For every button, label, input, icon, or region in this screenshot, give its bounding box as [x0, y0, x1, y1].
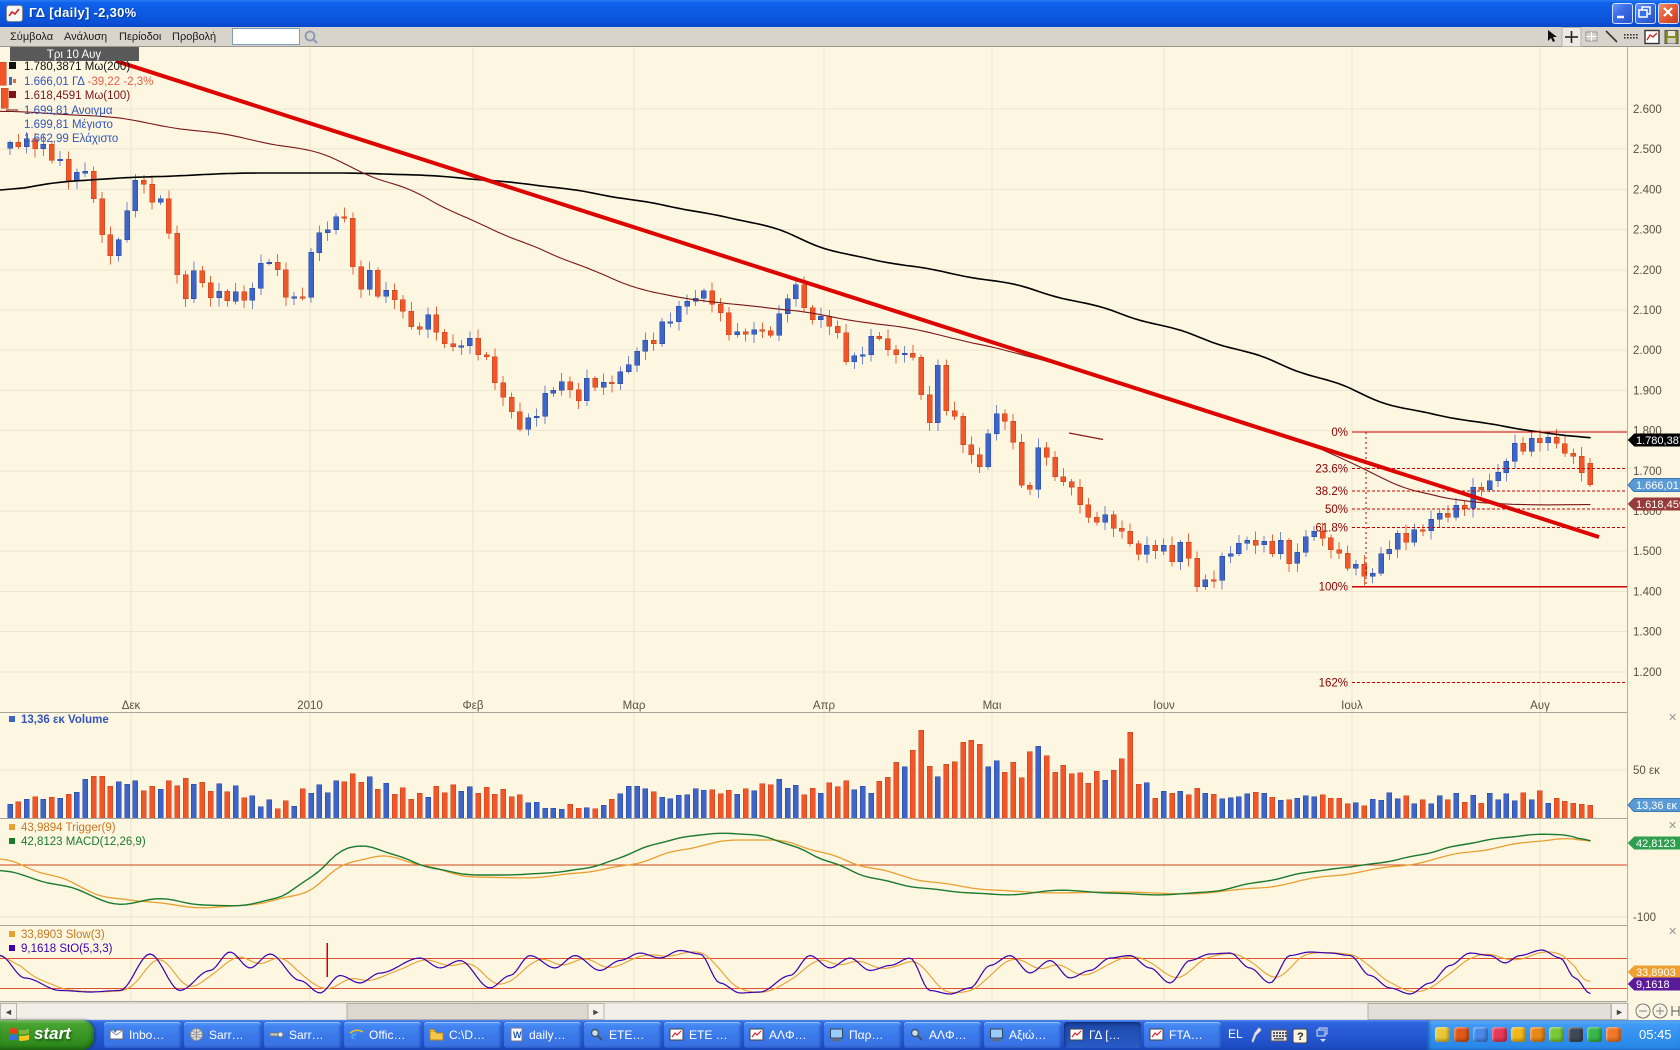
svg-text:►: ► — [592, 1007, 601, 1017]
svg-text:1.500: 1.500 — [1633, 546, 1662, 558]
svg-text:61.8%: 61.8% — [1315, 523, 1348, 535]
svg-text:2.200: 2.200 — [1633, 265, 1662, 277]
svg-text:-100: -100 — [1633, 912, 1656, 924]
svg-text:2.300: 2.300 — [1633, 225, 1662, 237]
svg-text:►: ► — [1615, 1007, 1624, 1017]
svg-text:✕: ✕ — [1668, 820, 1677, 832]
svg-text:1.200: 1.200 — [1633, 667, 1662, 679]
svg-text:33,8903: 33,8903 — [1636, 967, 1676, 979]
svg-text:1.618,459: 1.618,459 — [1636, 499, 1680, 511]
svg-text:✕: ✕ — [1668, 712, 1677, 724]
svg-text:1.900: 1.900 — [1633, 385, 1662, 397]
svg-text:2.600: 2.600 — [1633, 104, 1662, 116]
svg-text:43,9894 Trigger(9): 43,9894 Trigger(9) — [21, 822, 116, 834]
svg-text:50%: 50% — [1325, 504, 1348, 516]
svg-text:38.2%: 38.2% — [1315, 486, 1348, 498]
svg-text:Ιουν: Ιουν — [1153, 700, 1175, 712]
svg-text:1.300: 1.300 — [1633, 627, 1662, 639]
svg-text:1.780,3871 Μω(200): 1.780,3871 Μω(200) — [24, 61, 130, 73]
svg-text:Μαρ: Μαρ — [623, 700, 646, 712]
svg-text:162%: 162% — [1319, 678, 1348, 690]
svg-text:?: ? — [1297, 1031, 1304, 1043]
svg-text:1.700: 1.700 — [1633, 466, 1662, 478]
svg-text:Τρι 10 Αυγ: Τρι 10 Αυγ — [47, 49, 102, 61]
svg-text:23.6%: 23.6% — [1315, 463, 1348, 475]
svg-text:W: W — [513, 1030, 522, 1040]
svg-text:Μαι: Μαι — [983, 700, 1002, 712]
svg-text:Αυγ: Αυγ — [1530, 700, 1550, 712]
svg-text:2.400: 2.400 — [1633, 184, 1662, 196]
svg-text:33,8903 Slow(3): 33,8903 Slow(3) — [21, 929, 105, 941]
svg-text:9,1618 StO(5,3,3): 9,1618 StO(5,3,3) — [21, 943, 113, 955]
svg-text:42,8123 MACD(12,26,9): 42,8123 MACD(12,26,9) — [21, 836, 146, 848]
svg-text:✕: ✕ — [1668, 926, 1677, 938]
svg-text:1.780,387: 1.780,387 — [1636, 435, 1680, 447]
svg-text:9,1618: 9,1618 — [1636, 979, 1670, 991]
svg-text:Δεκ: Δεκ — [122, 700, 141, 712]
svg-text:1.666,01: 1.666,01 — [1636, 480, 1679, 492]
svg-text:13,36 εκ: 13,36 εκ — [1636, 800, 1677, 812]
svg-text:1.666,01 ΓΔ -39,22 -2,3%: 1.666,01 ΓΔ -39,22 -2,3% — [24, 76, 153, 88]
svg-text:1.618,4591 Μω(100): 1.618,4591 Μω(100) — [24, 90, 130, 102]
svg-text:1.662,99 Ελάχιστο: 1.662,99 Ελάχιστο — [24, 133, 118, 145]
svg-text:2.500: 2.500 — [1633, 144, 1662, 156]
svg-text:1.400: 1.400 — [1633, 586, 1662, 598]
svg-text:1.699,81 Μέγιστο: 1.699,81 Μέγιστο — [24, 119, 113, 131]
svg-text:Φεβ: Φεβ — [463, 700, 484, 712]
svg-text:42,8123: 42,8123 — [1636, 838, 1676, 850]
svg-text:Ιουλ: Ιουλ — [1341, 700, 1363, 712]
svg-text:50 εκ: 50 εκ — [1633, 765, 1660, 777]
svg-text:0%: 0% — [1331, 427, 1348, 439]
svg-text:1.699,81 Ανοιγμα: 1.699,81 Ανοιγμα — [24, 105, 113, 117]
svg-text:Απρ: Απρ — [813, 700, 836, 712]
svg-text:◄: ◄ — [4, 1007, 13, 1017]
svg-text:2.100: 2.100 — [1633, 305, 1662, 317]
svg-text:2.000: 2.000 — [1633, 345, 1662, 357]
svg-text:2010: 2010 — [297, 700, 323, 712]
svg-text:e: e — [351, 1027, 357, 1042]
svg-text:100%: 100% — [1319, 582, 1348, 594]
svg-text:13,36 εκ Volume: 13,36 εκ Volume — [21, 714, 109, 726]
